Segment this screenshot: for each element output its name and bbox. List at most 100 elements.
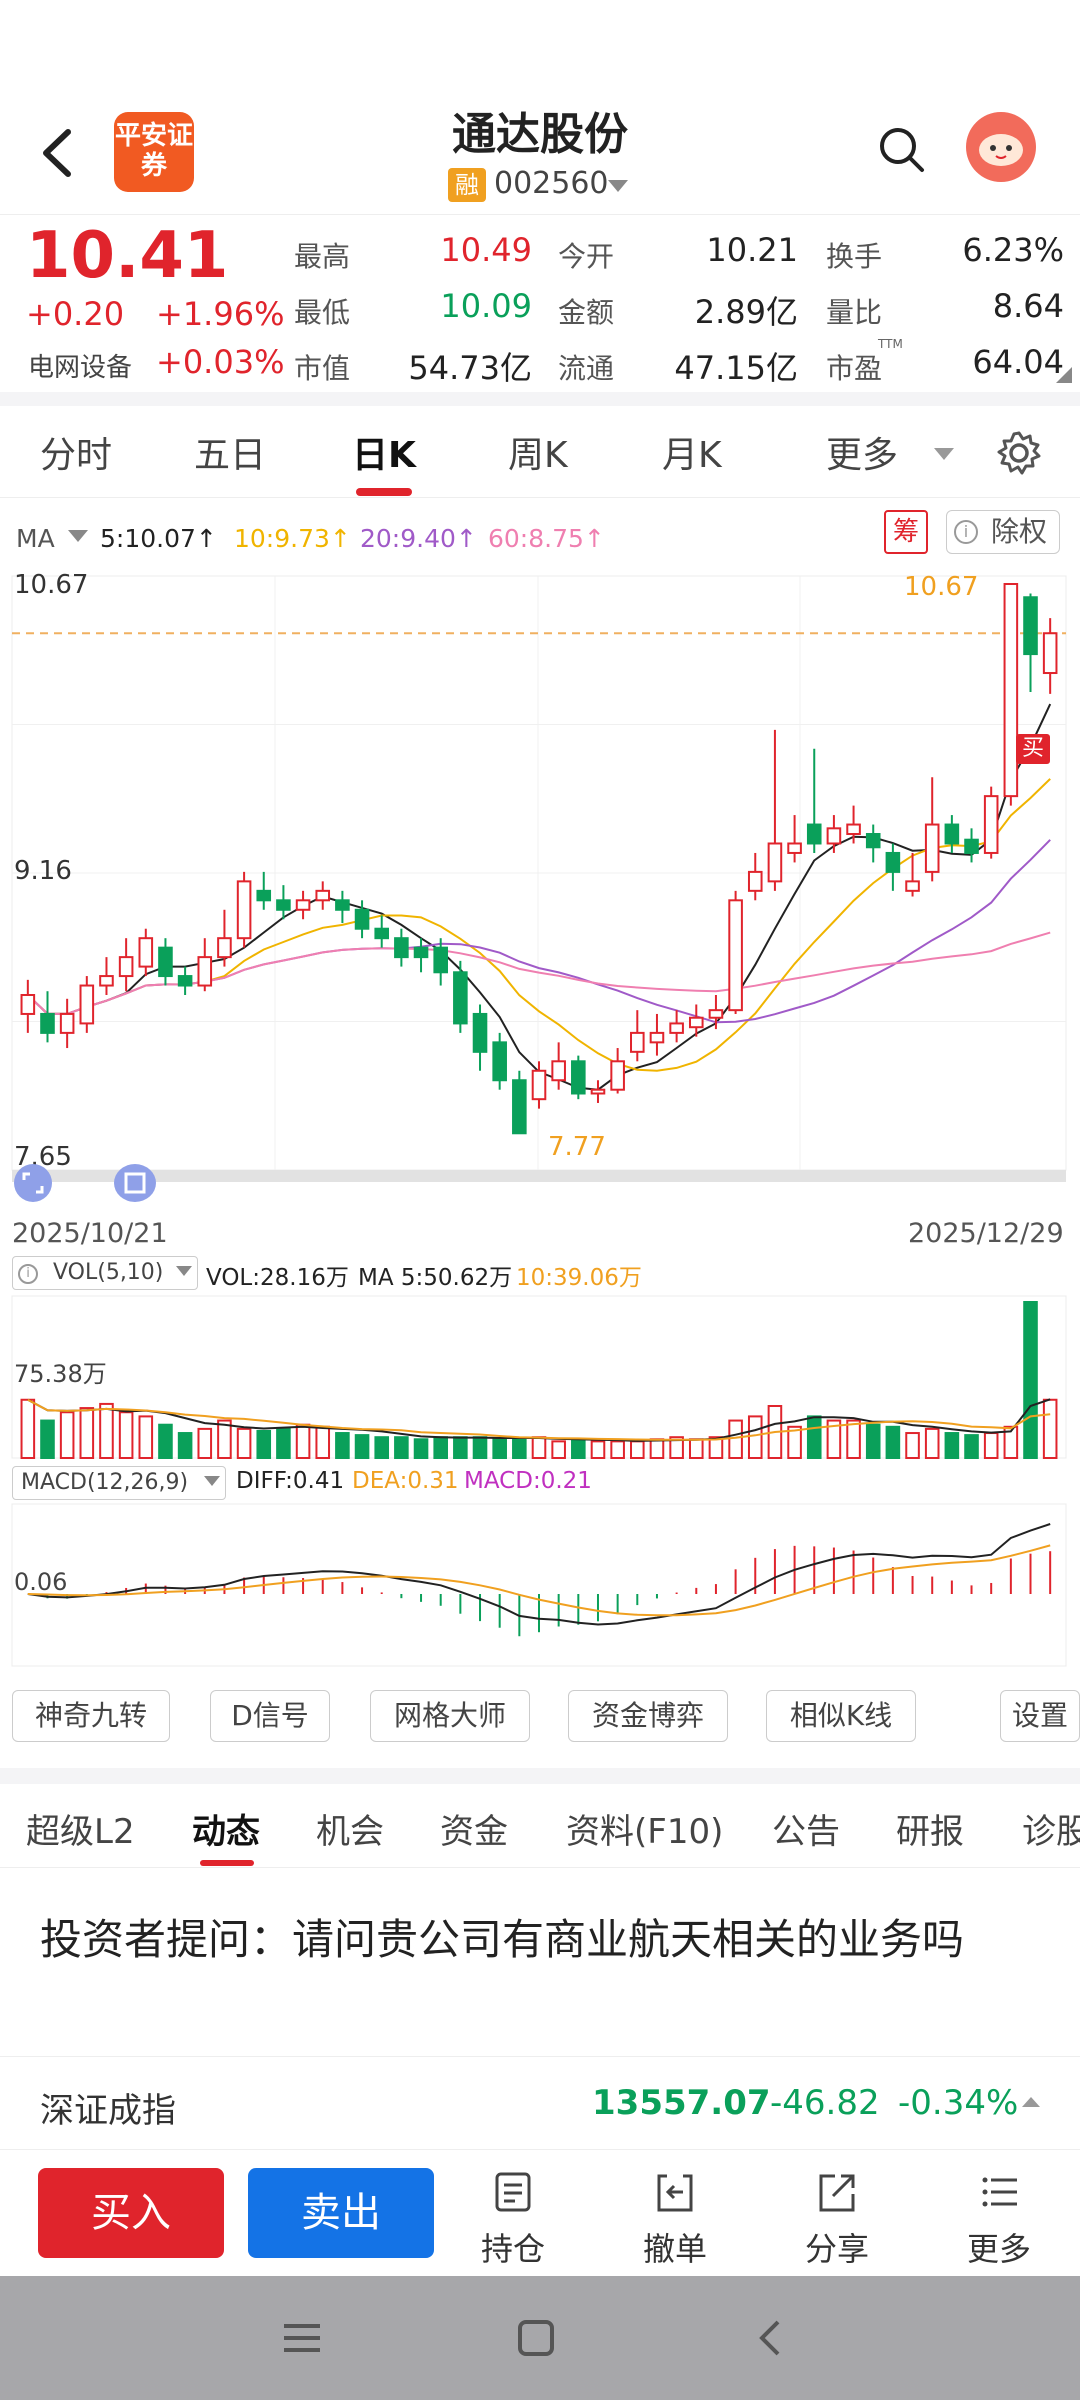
moving-average-lines: [27, 703, 1052, 1091]
kline-chart-area[interactable]: MA 5:10.07↑ 10:9.73↑ 20:9.40↑ 60:8.75↑ 筹…: [0, 500, 1080, 1668]
candle-body: [59, 1012, 75, 1034]
candle-body: [571, 1060, 586, 1095]
volume-bar: [531, 1436, 547, 1460]
back-nav-icon[interactable]: [752, 2318, 788, 2358]
expand-chart-icon[interactable]: [14, 1164, 52, 1202]
tool-fund-game[interactable]: 资金博弈: [568, 1690, 728, 1742]
header: 平安证券 通达股份 融 002560: [0, 0, 1080, 214]
buy-button[interactable]: 买入: [38, 2168, 224, 2258]
stat-label: 市值: [294, 352, 351, 385]
share-button[interactable]: 分享: [782, 2170, 892, 2270]
tool-d-signal[interactable]: D信号: [210, 1690, 330, 1742]
vol-indicator-selector[interactable]: VOL(5,10): [12, 1256, 198, 1290]
buy-signal-marker[interactable]: 买: [1016, 734, 1050, 764]
candle-body: [728, 899, 743, 1012]
vol-value: VOL:28.16万: [206, 1265, 349, 1291]
volume-bar: [236, 1427, 252, 1460]
candle-body: [295, 899, 311, 911]
candle-body: [276, 899, 291, 911]
volume-bar: [826, 1419, 842, 1459]
stat-open: 10.21: [706, 231, 798, 269]
grid-lines: [11, 575, 1067, 1182]
assistant-avatar[interactable]: [966, 112, 1036, 182]
tab-weekly-k[interactable]: 周K: [508, 435, 568, 476]
vol-dropdown-icon[interactable]: [176, 1266, 192, 1278]
volume-bar: [846, 1419, 861, 1459]
sell-button[interactable]: 卖出: [248, 2168, 434, 2258]
tab-monthly-k[interactable]: 月K: [662, 435, 722, 476]
volume-bar: [924, 1427, 940, 1460]
sector-name[interactable]: 电网设备: [28, 353, 133, 383]
tab-level2[interactable]: 超级L2: [26, 1812, 135, 1852]
tab-research[interactable]: 研报: [896, 1812, 964, 1852]
ma60-value: 60:8.75↑: [488, 524, 605, 553]
macd-diff: DIFF:0.41: [236, 1468, 345, 1494]
recent-apps-icon[interactable]: [280, 2320, 324, 2356]
tab-f10[interactable]: 资料(F10): [566, 1812, 724, 1852]
candle-body: [767, 842, 783, 883]
news-headline[interactable]: 投资者提问：请问贵公司有商业航天相关的业务吗: [40, 1915, 965, 1964]
fullscreen-icon[interactable]: [114, 1164, 156, 1202]
search-icon[interactable]: [876, 124, 926, 174]
high-price-marker: 10.67: [904, 572, 979, 602]
volume-bar: [413, 1438, 429, 1460]
holdings-button[interactable]: 持仓: [458, 2170, 568, 2270]
gear-icon[interactable]: [994, 428, 1044, 478]
last-price: 10.41: [26, 219, 229, 293]
home-icon[interactable]: [516, 2318, 556, 2358]
info-tabs: 超级L2 动态 机会 资金 资料(F10) 公告 研报 诊股: [0, 1784, 1080, 1868]
tab-opportunity[interactable]: 机会: [316, 1812, 384, 1852]
tool-nine-turns[interactable]: 神奇九转: [12, 1690, 170, 1742]
chip-distribution-button[interactable]: 筹: [884, 510, 928, 554]
more-button[interactable]: 更多: [944, 2170, 1054, 2270]
info-icon[interactable]: i: [954, 520, 978, 544]
code-dropdown-caret-icon[interactable]: [608, 180, 628, 192]
tool-similar-k[interactable]: 相似K线: [766, 1690, 916, 1742]
expand-up-icon[interactable]: [1022, 2095, 1040, 2109]
tab-news[interactable]: 动态: [192, 1812, 260, 1852]
more-dropdown-icon[interactable]: [934, 448, 954, 460]
tab-funds[interactable]: 资金: [440, 1812, 508, 1852]
tab-five-day[interactable]: 五日: [194, 435, 267, 476]
vol-info-icon[interactable]: i: [18, 1264, 38, 1284]
candle-body: [551, 1060, 566, 1082]
candle-body: [20, 994, 36, 1015]
tab-more[interactable]: 更多: [826, 435, 899, 476]
candle-body: [472, 1012, 488, 1053]
ma-dropdown-icon[interactable]: [68, 530, 88, 544]
candle-body: [413, 946, 429, 959]
macd-indicator-selector[interactable]: MACD(12,26,9): [12, 1466, 226, 1500]
active-tab-indicator: [356, 488, 412, 496]
candle-body: [197, 956, 213, 987]
ma-label[interactable]: MA: [16, 524, 55, 553]
index-ticker[interactable]: 深证成指 13557.07 -46.82 -0.34%: [0, 2056, 1080, 2150]
candle-body: [1042, 632, 1058, 675]
vol-ma10: 10:39.06万: [516, 1265, 642, 1291]
cancel-order-label: 撤单: [642, 2230, 707, 2268]
tool-settings[interactable]: 设置: [1000, 1690, 1080, 1742]
index-name: 深证成指: [40, 2091, 176, 2131]
volume-bar: [335, 1432, 350, 1459]
tab-daily-k[interactable]: 日K: [352, 435, 416, 476]
tab-diagnosis[interactable]: 诊股: [1022, 1812, 1080, 1852]
candle-body: [217, 937, 232, 959]
back-arrow-icon[interactable]: [30, 118, 86, 188]
volume-bar: [394, 1436, 409, 1460]
tab-announcements[interactable]: 公告: [772, 1812, 840, 1852]
stat-market-cap: 54.73亿: [408, 349, 532, 387]
candle-body: [747, 870, 763, 892]
active-info-tab-indicator: [200, 1860, 254, 1866]
candle-body: [846, 823, 861, 836]
margin-badge: 融: [448, 168, 486, 202]
volume-bar: [669, 1436, 684, 1460]
candle-body: [787, 842, 802, 854]
volume-bar: [295, 1423, 311, 1459]
tool-grid-master[interactable]: 网格大师: [370, 1690, 530, 1742]
macd-dropdown-icon[interactable]: [204, 1476, 220, 1488]
stat-label: 最高: [294, 240, 351, 273]
tab-intraday[interactable]: 分时: [40, 435, 113, 476]
cancel-order-button[interactable]: 撤单: [620, 2170, 730, 2270]
index-change-pct: -0.34%: [898, 2083, 1019, 2123]
stock-code[interactable]: 002560: [494, 166, 609, 201]
ex-rights-button[interactable]: 除权: [946, 510, 1060, 554]
